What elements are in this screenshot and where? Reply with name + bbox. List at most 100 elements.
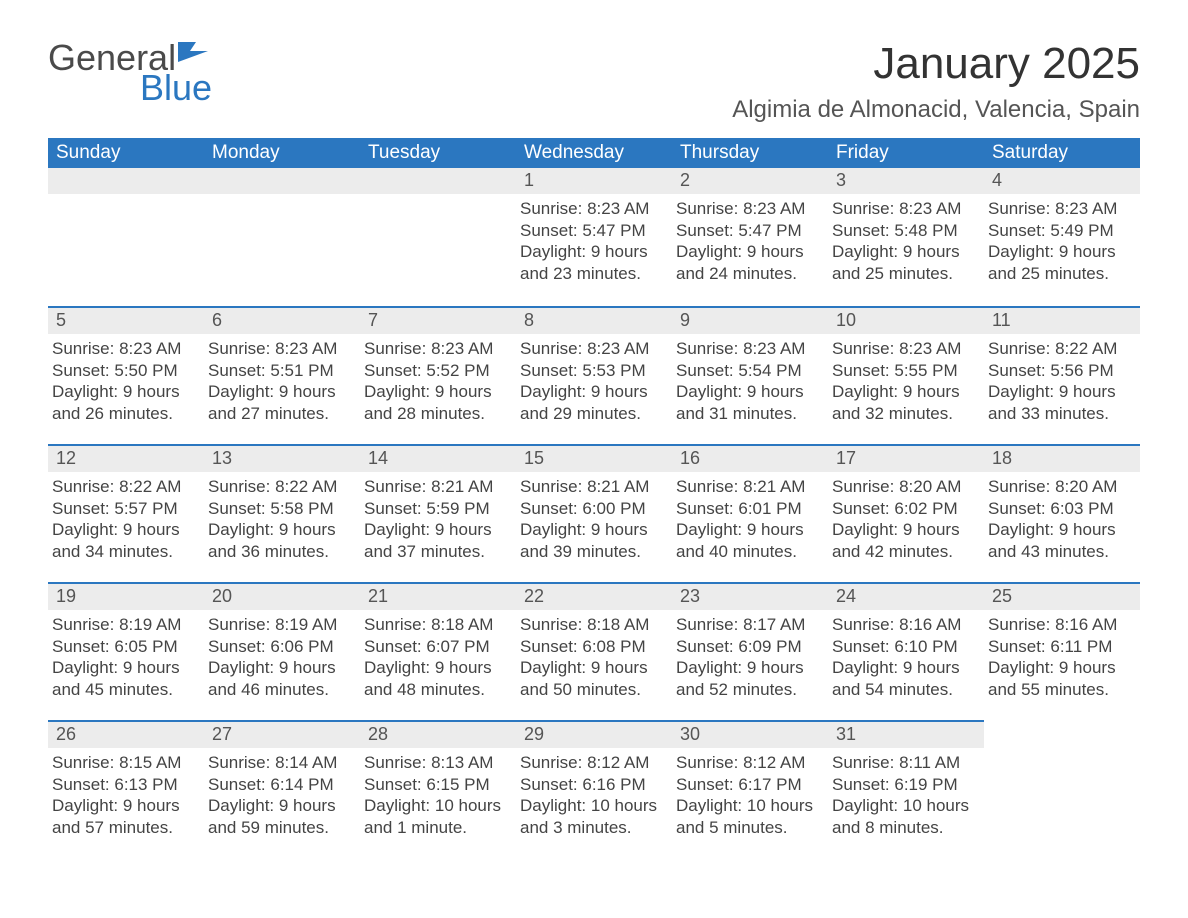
calendar-day-cell: 11Sunrise: 8:22 AMSunset: 5:56 PMDayligh…	[984, 306, 1140, 444]
sunrise-text: Sunrise: 8:14 AM	[208, 752, 354, 774]
daylight-text: Daylight: 9 hours and 50 minutes.	[520, 657, 666, 701]
brand-logo: General Blue	[48, 40, 212, 106]
calendar-day-cell: 5Sunrise: 8:23 AMSunset: 5:50 PMDaylight…	[48, 306, 204, 444]
sunrise-text: Sunrise: 8:23 AM	[364, 338, 510, 360]
day-details: Sunrise: 8:14 AMSunset: 6:14 PMDaylight:…	[204, 748, 360, 839]
daylight-text: Daylight: 9 hours and 27 minutes.	[208, 381, 354, 425]
sunset-text: Sunset: 6:00 PM	[520, 498, 666, 520]
day-details: Sunrise: 8:16 AMSunset: 6:10 PMDaylight:…	[828, 610, 984, 701]
daylight-text: Daylight: 10 hours and 1 minute.	[364, 795, 510, 839]
month-title: January 2025	[732, 40, 1140, 88]
day-number: 21	[360, 582, 516, 609]
sunset-text: Sunset: 6:14 PM	[208, 774, 354, 796]
daylight-text: Daylight: 9 hours and 57 minutes.	[52, 795, 198, 839]
weekday-header: Saturday	[984, 138, 1140, 168]
calendar-day-cell: 16Sunrise: 8:21 AMSunset: 6:01 PMDayligh…	[672, 444, 828, 582]
day-number: 4	[984, 168, 1140, 193]
day-details: Sunrise: 8:19 AMSunset: 6:05 PMDaylight:…	[48, 610, 204, 701]
daylight-text: Daylight: 9 hours and 36 minutes.	[208, 519, 354, 563]
calendar-day-cell: 7Sunrise: 8:23 AMSunset: 5:52 PMDaylight…	[360, 306, 516, 444]
day-number: 9	[672, 306, 828, 333]
day-number: 31	[828, 720, 984, 747]
weekday-header-row: Sunday Monday Tuesday Wednesday Thursday…	[48, 138, 1140, 168]
calendar-day-cell: 13Sunrise: 8:22 AMSunset: 5:58 PMDayligh…	[204, 444, 360, 582]
sunrise-text: Sunrise: 8:12 AM	[520, 752, 666, 774]
calendar-week-row: 1Sunrise: 8:23 AMSunset: 5:47 PMDaylight…	[48, 168, 1140, 306]
calendar-day-cell: 29Sunrise: 8:12 AMSunset: 6:16 PMDayligh…	[516, 720, 672, 858]
calendar-day-cell: 9Sunrise: 8:23 AMSunset: 5:54 PMDaylight…	[672, 306, 828, 444]
weekday-header: Friday	[828, 138, 984, 168]
day-details: Sunrise: 8:21 AMSunset: 6:01 PMDaylight:…	[672, 472, 828, 563]
sunrise-text: Sunrise: 8:23 AM	[832, 338, 978, 360]
day-number: 22	[516, 582, 672, 609]
sunrise-text: Sunrise: 8:17 AM	[676, 614, 822, 636]
calendar-day-cell	[48, 168, 204, 306]
day-details: Sunrise: 8:23 AMSunset: 5:53 PMDaylight:…	[516, 334, 672, 425]
sunset-text: Sunset: 5:56 PM	[988, 360, 1134, 382]
calendar-day-cell: 26Sunrise: 8:15 AMSunset: 6:13 PMDayligh…	[48, 720, 204, 858]
day-number: 26	[48, 720, 204, 747]
sunset-text: Sunset: 6:03 PM	[988, 498, 1134, 520]
daylight-text: Daylight: 9 hours and 54 minutes.	[832, 657, 978, 701]
day-number: 18	[984, 444, 1140, 471]
calendar-day-cell: 2Sunrise: 8:23 AMSunset: 5:47 PMDaylight…	[672, 168, 828, 306]
day-details: Sunrise: 8:23 AMSunset: 5:47 PMDaylight:…	[672, 194, 828, 285]
calendar-header: Sunday Monday Tuesday Wednesday Thursday…	[48, 138, 1140, 168]
sunrise-text: Sunrise: 8:13 AM	[364, 752, 510, 774]
daylight-text: Daylight: 9 hours and 23 minutes.	[520, 241, 666, 285]
weekday-header: Sunday	[48, 138, 204, 168]
day-details: Sunrise: 8:23 AMSunset: 5:50 PMDaylight:…	[48, 334, 204, 425]
day-details: Sunrise: 8:21 AMSunset: 6:00 PMDaylight:…	[516, 472, 672, 563]
day-details: Sunrise: 8:12 AMSunset: 6:17 PMDaylight:…	[672, 748, 828, 839]
calendar-day-cell: 3Sunrise: 8:23 AMSunset: 5:48 PMDaylight…	[828, 168, 984, 306]
sunrise-text: Sunrise: 8:18 AM	[520, 614, 666, 636]
calendar-week-row: 5Sunrise: 8:23 AMSunset: 5:50 PMDaylight…	[48, 306, 1140, 444]
calendar-day-cell: 19Sunrise: 8:19 AMSunset: 6:05 PMDayligh…	[48, 582, 204, 720]
calendar-day-cell: 6Sunrise: 8:23 AMSunset: 5:51 PMDaylight…	[204, 306, 360, 444]
sunset-text: Sunset: 5:59 PM	[364, 498, 510, 520]
calendar-day-cell: 20Sunrise: 8:19 AMSunset: 6:06 PMDayligh…	[204, 582, 360, 720]
calendar-day-cell	[984, 720, 1140, 858]
calendar-body: 1Sunrise: 8:23 AMSunset: 5:47 PMDaylight…	[48, 168, 1140, 858]
sunset-text: Sunset: 5:47 PM	[520, 220, 666, 242]
day-number: 19	[48, 582, 204, 609]
calendar-day-cell: 4Sunrise: 8:23 AMSunset: 5:49 PMDaylight…	[984, 168, 1140, 306]
day-details: Sunrise: 8:11 AMSunset: 6:19 PMDaylight:…	[828, 748, 984, 839]
day-number: 29	[516, 720, 672, 747]
calendar-day-cell: 31Sunrise: 8:11 AMSunset: 6:19 PMDayligh…	[828, 720, 984, 858]
calendar-day-cell: 18Sunrise: 8:20 AMSunset: 6:03 PMDayligh…	[984, 444, 1140, 582]
day-details: Sunrise: 8:23 AMSunset: 5:51 PMDaylight:…	[204, 334, 360, 425]
day-number: 14	[360, 444, 516, 471]
sunrise-text: Sunrise: 8:19 AM	[208, 614, 354, 636]
day-number: 3	[828, 168, 984, 193]
sunset-text: Sunset: 6:05 PM	[52, 636, 198, 658]
day-details: Sunrise: 8:23 AMSunset: 5:54 PMDaylight:…	[672, 334, 828, 425]
sunrise-text: Sunrise: 8:22 AM	[988, 338, 1134, 360]
calendar-day-cell	[204, 168, 360, 306]
day-number: 17	[828, 444, 984, 471]
daylight-text: Daylight: 9 hours and 28 minutes.	[364, 381, 510, 425]
calendar-week-row: 12Sunrise: 8:22 AMSunset: 5:57 PMDayligh…	[48, 444, 1140, 582]
day-number: 15	[516, 444, 672, 471]
daylight-text: Daylight: 9 hours and 59 minutes.	[208, 795, 354, 839]
calendar-day-cell: 10Sunrise: 8:23 AMSunset: 5:55 PMDayligh…	[828, 306, 984, 444]
sunset-text: Sunset: 5:57 PM	[52, 498, 198, 520]
day-number: 12	[48, 444, 204, 471]
daylight-text: Daylight: 9 hours and 24 minutes.	[676, 241, 822, 285]
day-number: 6	[204, 306, 360, 333]
daylight-text: Daylight: 9 hours and 25 minutes.	[988, 241, 1134, 285]
sunset-text: Sunset: 6:06 PM	[208, 636, 354, 658]
day-number: 27	[204, 720, 360, 747]
daylight-text: Daylight: 9 hours and 25 minutes.	[832, 241, 978, 285]
day-details: Sunrise: 8:20 AMSunset: 6:03 PMDaylight:…	[984, 472, 1140, 563]
weekday-header: Monday	[204, 138, 360, 168]
calendar-week-row: 26Sunrise: 8:15 AMSunset: 6:13 PMDayligh…	[48, 720, 1140, 858]
daylight-text: Daylight: 9 hours and 42 minutes.	[832, 519, 978, 563]
calendar-day-cell: 14Sunrise: 8:21 AMSunset: 5:59 PMDayligh…	[360, 444, 516, 582]
sunrise-text: Sunrise: 8:23 AM	[832, 198, 978, 220]
day-number: 30	[672, 720, 828, 747]
day-number: 1	[516, 168, 672, 193]
daylight-text: Daylight: 9 hours and 43 minutes.	[988, 519, 1134, 563]
day-number-bar-empty	[360, 168, 516, 194]
day-details: Sunrise: 8:18 AMSunset: 6:07 PMDaylight:…	[360, 610, 516, 701]
